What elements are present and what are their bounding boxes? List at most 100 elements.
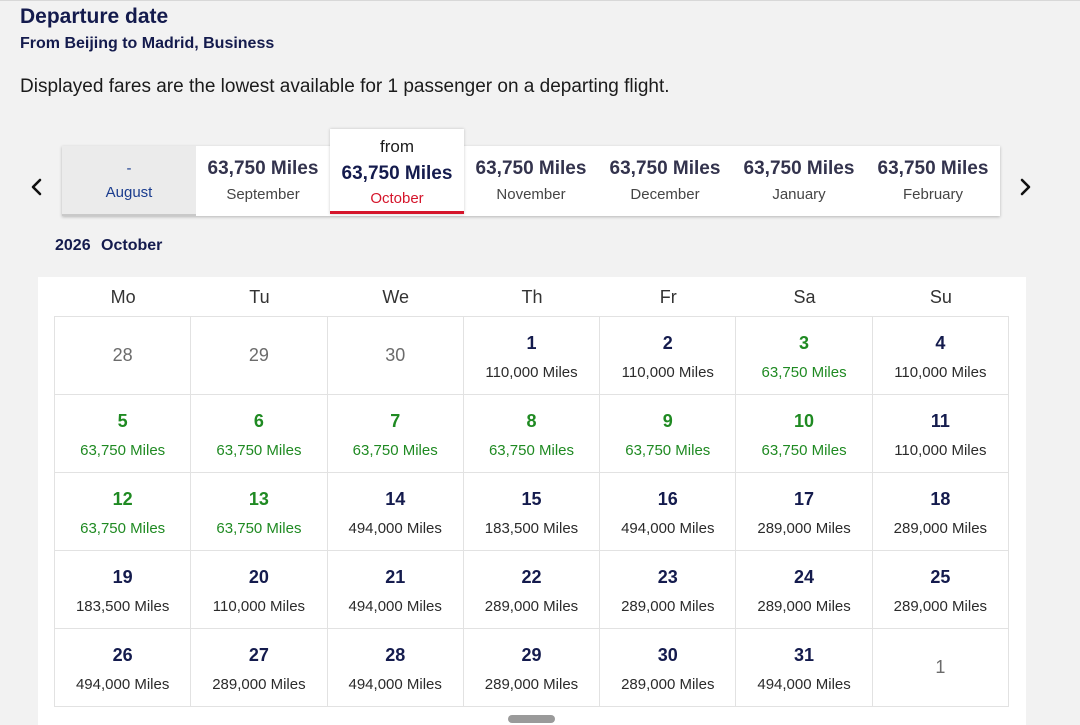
day-fare: 110,000 Miles xyxy=(621,364,714,381)
day-fare: 494,000 Miles xyxy=(348,676,442,693)
weekday-label: Tu xyxy=(249,287,270,307)
calendar-day[interactable]: 15 183,500 Miles xyxy=(463,473,601,551)
day-fare: 494,000 Miles xyxy=(75,676,170,693)
day-number: 9 xyxy=(662,411,673,431)
day-number: 13 xyxy=(248,489,269,509)
day-number: 24 xyxy=(794,567,815,587)
calendar-day[interactable]: 8 63,750 Miles xyxy=(463,395,601,473)
day-fare: 289,000 Miles xyxy=(621,676,715,693)
day-number: 18 xyxy=(930,489,951,509)
calendar-day[interactable]: 1 110,000 Miles xyxy=(463,317,601,395)
calendar-month-heading: 2026 October xyxy=(55,237,162,255)
day-fare: 494,000 Miles xyxy=(621,520,715,537)
calendar-day[interactable]: 26 494,000 Miles xyxy=(55,629,192,707)
day-fare: 110,000 Miles xyxy=(485,364,578,381)
day-number: 30 xyxy=(385,345,406,365)
month-tab-august: - August xyxy=(62,146,196,216)
day-fare: 63,750 Miles xyxy=(80,442,166,459)
day-number: 6 xyxy=(253,411,264,431)
day-number: 10 xyxy=(794,411,815,431)
day-fare: 110,000 Miles xyxy=(894,442,987,459)
day-fare: 63,750 Miles xyxy=(216,520,302,537)
calendar-day[interactable]: 10 63,750 Miles xyxy=(736,395,873,473)
calendar-day[interactable]: 4 110,000 Miles xyxy=(872,317,1009,395)
day-number: 26 xyxy=(112,645,133,665)
month-tab-december[interactable]: 63,750 Miles December xyxy=(598,146,732,216)
month-tab-october[interactable]: from 63,750 Miles October xyxy=(330,129,464,214)
calendar-day[interactable]: 30 289,000 Miles xyxy=(600,629,737,707)
calendar-day[interactable]: 22 289,000 Miles xyxy=(463,551,601,629)
day-number: 27 xyxy=(248,645,269,665)
month-tab-label: December xyxy=(630,186,700,203)
month-tab-november[interactable]: 63,750 Miles November xyxy=(464,146,598,216)
calendar-day[interactable]: 23 289,000 Miles xyxy=(600,551,737,629)
day-number: 29 xyxy=(248,345,269,365)
weekday-label: Fr xyxy=(659,287,677,307)
month-tab-february[interactable]: 63,750 Miles February xyxy=(866,146,1000,216)
calendar-day[interactable]: 19 183,500 Miles xyxy=(55,551,192,629)
month-tab-january[interactable]: 63,750 Miles January xyxy=(732,146,866,216)
calendar-day[interactable]: 25 289,000 Miles xyxy=(872,551,1009,629)
calendar-day[interactable]: 9 63,750 Miles xyxy=(600,395,737,473)
calendar-day[interactable]: 3 63,750 Miles xyxy=(736,317,873,395)
calendar-day[interactable]: 16 494,000 Miles xyxy=(600,473,737,551)
month-tab-label: September xyxy=(226,186,300,203)
weekday-header: Mo Tu We Th Fr Sa Su xyxy=(55,287,1009,317)
day-fare: 289,000 Miles xyxy=(757,520,851,537)
day-number: 21 xyxy=(385,567,406,587)
month-selector: - August 63,750 Miles September from 63,… xyxy=(62,129,1000,216)
calendar-day[interactable]: 24 289,000 Miles xyxy=(736,551,873,629)
day-number: 25 xyxy=(930,567,951,587)
day-number: 7 xyxy=(390,411,401,431)
day-grid: 28 29 30 1 110,000 Miles 2 110,000 Miles 3 63,75… xyxy=(54,316,1009,707)
calendar-day[interactable]: 20 110,000 Miles xyxy=(191,551,328,629)
calendar-day[interactable]: 6 63,750 Miles xyxy=(191,395,328,473)
calendar-day[interactable]: 31 494,000 Miles xyxy=(736,629,873,707)
weekday-label: Su xyxy=(929,287,952,307)
day-number: 31 xyxy=(794,645,815,665)
calendar-month: October xyxy=(101,237,163,254)
calendar-day[interactable]: 12 63,750 Miles xyxy=(55,473,192,551)
calendar-day[interactable]: 11 110,000 Miles xyxy=(872,395,1009,473)
calendar-day[interactable]: 5 63,750 Miles xyxy=(55,395,192,473)
scroll-handle[interactable] xyxy=(508,715,555,723)
day-fare: 289,000 Miles xyxy=(484,598,579,615)
calendar-day[interactable]: 2 110,000 Miles xyxy=(600,317,737,395)
chevron-left-icon xyxy=(31,178,42,196)
fare-calendar: Mo Tu We Th Fr Sa Su 28 29 30 1 110,000 Miles 2 110,… xyxy=(38,277,1026,725)
calendar-day-outside: 1 xyxy=(872,629,1009,707)
day-fare: 289,000 Miles xyxy=(893,520,988,537)
month-tab-price: - xyxy=(126,160,132,177)
month-tab-price: 63,750 Miles xyxy=(877,158,989,179)
calendar-day[interactable]: 27 289,000 Miles xyxy=(191,629,328,707)
day-fare: 289,000 Miles xyxy=(757,598,851,615)
day-number: 1 xyxy=(935,657,946,677)
calendar-day[interactable]: 21 494,000 Miles xyxy=(327,551,464,629)
month-tab-label: February xyxy=(902,186,964,203)
day-number: 28 xyxy=(385,645,406,665)
month-tab-september[interactable]: 63,750 Miles September xyxy=(196,146,330,216)
day-number: 23 xyxy=(657,567,678,587)
day-fare: 183,500 Miles xyxy=(484,520,579,537)
day-number: 28 xyxy=(112,345,133,365)
calendar-day[interactable]: 14 494,000 Miles xyxy=(327,473,464,551)
day-number: 1 xyxy=(526,333,537,353)
month-tab-label: August xyxy=(105,184,153,201)
day-number: 2 xyxy=(662,333,673,353)
calendar-day[interactable]: 17 289,000 Miles xyxy=(736,473,873,551)
calendar-day[interactable]: 29 289,000 Miles xyxy=(463,629,601,707)
calendar-day[interactable]: 28 494,000 Miles xyxy=(327,629,464,707)
next-months-button[interactable] xyxy=(1013,173,1037,201)
month-tab-price: 63,750 Miles xyxy=(341,163,453,184)
calendar-day[interactable]: 18 289,000 Miles xyxy=(872,473,1009,551)
day-number: 22 xyxy=(521,567,542,587)
weekday-label: Mo xyxy=(110,287,136,307)
calendar-day[interactable]: 7 63,750 Miles xyxy=(327,395,464,473)
calendar-day[interactable]: 13 63,750 Miles xyxy=(191,473,328,551)
day-number: 19 xyxy=(112,567,133,587)
previous-months-button[interactable] xyxy=(25,173,49,201)
day-fare: 110,000 Miles xyxy=(212,598,306,615)
day-number: 12 xyxy=(112,489,133,509)
day-number: 15 xyxy=(521,489,542,509)
route-subtitle: From Beijing to Madrid, Business xyxy=(20,35,275,52)
